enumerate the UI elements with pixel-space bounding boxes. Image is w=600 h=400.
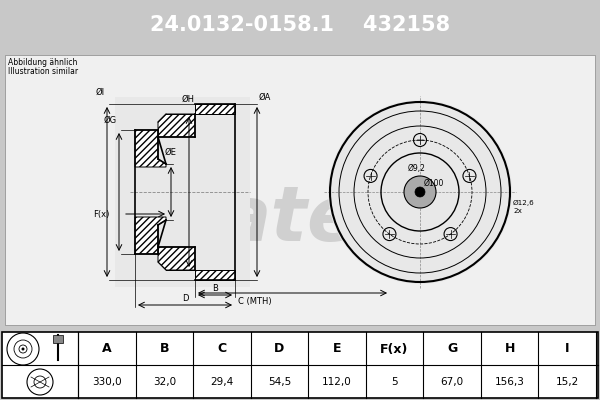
Text: ØE: ØE bbox=[164, 148, 176, 157]
Text: A: A bbox=[102, 342, 112, 356]
Text: Ø9,2: Ø9,2 bbox=[408, 164, 426, 173]
Text: Ø12,6
2x: Ø12,6 2x bbox=[513, 200, 535, 214]
Text: H: H bbox=[505, 342, 515, 356]
Text: 32,0: 32,0 bbox=[153, 377, 176, 387]
Text: 112,0: 112,0 bbox=[322, 377, 352, 387]
Text: C (MTH): C (MTH) bbox=[238, 297, 272, 306]
Polygon shape bbox=[195, 104, 235, 114]
Bar bbox=[53, 335, 63, 343]
Text: D: D bbox=[182, 294, 188, 303]
Text: Abbildung ähnlich: Abbildung ähnlich bbox=[8, 58, 77, 67]
Text: 15,2: 15,2 bbox=[556, 377, 579, 387]
Text: ate: ate bbox=[220, 183, 360, 257]
Text: I: I bbox=[565, 342, 569, 356]
Text: E: E bbox=[333, 342, 341, 356]
Text: ØG: ØG bbox=[104, 116, 117, 124]
Text: 54,5: 54,5 bbox=[268, 377, 291, 387]
Text: F(x): F(x) bbox=[380, 342, 409, 356]
Text: ØI: ØI bbox=[96, 88, 105, 96]
Bar bbox=[115, 97, 250, 287]
Text: D: D bbox=[274, 342, 284, 356]
Text: Ø100: Ø100 bbox=[424, 179, 445, 188]
Text: F(x): F(x) bbox=[94, 210, 110, 218]
Polygon shape bbox=[135, 130, 166, 167]
Circle shape bbox=[415, 187, 425, 197]
Text: Illustration similar: Illustration similar bbox=[8, 67, 78, 76]
Text: 29,4: 29,4 bbox=[210, 377, 233, 387]
Text: B: B bbox=[212, 284, 218, 293]
Text: ØH: ØH bbox=[182, 95, 194, 104]
Text: 67,0: 67,0 bbox=[440, 377, 464, 387]
Polygon shape bbox=[158, 247, 195, 270]
Text: C: C bbox=[217, 342, 226, 356]
Polygon shape bbox=[135, 217, 166, 254]
Text: 24.0132-0158.1    432158: 24.0132-0158.1 432158 bbox=[150, 15, 450, 35]
Polygon shape bbox=[158, 114, 195, 137]
Text: G: G bbox=[447, 342, 457, 356]
Text: 330,0: 330,0 bbox=[92, 377, 122, 387]
Polygon shape bbox=[195, 270, 235, 280]
Circle shape bbox=[22, 348, 25, 350]
Circle shape bbox=[404, 176, 436, 208]
Circle shape bbox=[328, 100, 512, 284]
Text: 156,3: 156,3 bbox=[495, 377, 524, 387]
Text: 5: 5 bbox=[391, 377, 398, 387]
Text: ØA: ØA bbox=[259, 92, 271, 102]
Text: B: B bbox=[160, 342, 169, 356]
